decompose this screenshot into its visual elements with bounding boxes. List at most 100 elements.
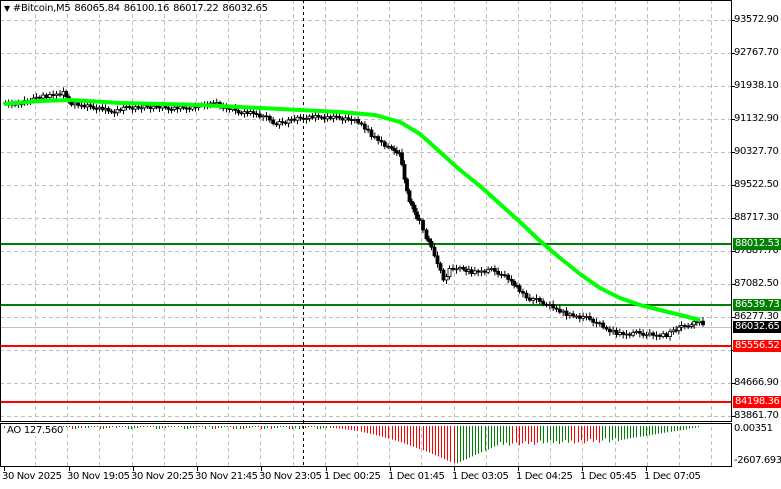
candle xyxy=(509,278,514,282)
candle xyxy=(362,123,367,130)
candle xyxy=(441,269,446,281)
candle xyxy=(304,118,309,120)
price-tick-label: 91938.10 xyxy=(734,80,779,91)
candle xyxy=(127,106,132,109)
candle xyxy=(271,119,276,124)
candle xyxy=(389,146,394,149)
candle xyxy=(554,307,559,310)
candle xyxy=(400,152,404,165)
candle xyxy=(581,316,586,319)
candle xyxy=(438,263,443,271)
candle xyxy=(292,118,297,121)
candle xyxy=(594,321,599,324)
candle xyxy=(301,117,306,120)
candle xyxy=(346,117,351,121)
candle xyxy=(641,332,646,336)
candle xyxy=(142,105,147,109)
time-tick-label: 1 Dec 05:45 xyxy=(580,471,637,482)
candle xyxy=(405,178,409,192)
candle xyxy=(492,267,497,272)
price-levels xyxy=(0,243,731,403)
candle xyxy=(624,333,629,336)
candle xyxy=(661,333,666,337)
candlesticks xyxy=(3,87,705,341)
candle xyxy=(76,102,81,106)
candle xyxy=(479,270,484,273)
candle xyxy=(274,123,279,126)
candle xyxy=(564,310,569,317)
candle xyxy=(54,93,59,96)
candle xyxy=(611,329,616,333)
candle xyxy=(359,122,364,125)
candle xyxy=(148,106,153,109)
candle xyxy=(316,115,321,118)
candle xyxy=(454,268,459,271)
candle xyxy=(644,334,649,337)
candle xyxy=(591,318,596,323)
candle xyxy=(100,106,105,111)
high-value: 86100.16 xyxy=(123,3,170,14)
candle xyxy=(376,136,381,141)
candle xyxy=(72,102,77,106)
candle xyxy=(313,115,318,119)
candle xyxy=(289,118,294,121)
candle xyxy=(257,113,262,118)
candle xyxy=(47,94,52,98)
candle xyxy=(97,106,102,109)
candle xyxy=(184,107,189,110)
candle xyxy=(248,111,253,114)
candle xyxy=(392,147,397,152)
ao-indicator-label: AO 127.560 xyxy=(7,425,64,436)
candle xyxy=(369,129,374,137)
candle xyxy=(567,313,572,317)
candle xyxy=(637,330,642,334)
candle xyxy=(597,322,602,325)
candle xyxy=(328,116,333,119)
close-value: 86032.65 xyxy=(222,3,268,14)
candle xyxy=(267,116,272,121)
price-tick-label: 93572.90 xyxy=(734,14,779,25)
candle xyxy=(277,121,282,126)
candle xyxy=(424,229,429,240)
price-tick-label: 86277.30 xyxy=(734,311,779,322)
candle xyxy=(356,119,361,124)
time-tick-label: 1 Dec 00:25 xyxy=(324,471,381,482)
candle xyxy=(121,106,126,111)
dropdown-triangle-icon[interactable]: ▼ xyxy=(4,4,10,13)
price-tick-label: 87082.50 xyxy=(734,278,779,289)
chart-grid xyxy=(0,0,731,467)
candle xyxy=(692,321,697,326)
candle xyxy=(486,269,491,273)
time-tick-label: 1 Dec 07:05 xyxy=(644,471,701,482)
time-tick-label: 30 Nov 19:05 xyxy=(67,471,130,482)
candle xyxy=(447,267,452,277)
time-tick-label: 30 Nov 20:25 xyxy=(131,471,194,482)
candle xyxy=(631,332,636,336)
candle xyxy=(154,105,159,108)
candle xyxy=(679,324,684,328)
candle xyxy=(236,110,241,114)
price-tick-label: 87887.70 xyxy=(734,245,779,256)
candle xyxy=(34,96,39,99)
open-value: 86065.84 xyxy=(74,3,120,14)
candle xyxy=(160,105,165,109)
candle xyxy=(686,325,691,328)
candle xyxy=(506,274,511,280)
candle xyxy=(531,298,536,301)
candle xyxy=(627,333,632,336)
candle xyxy=(544,303,549,306)
candle xyxy=(379,140,384,143)
candle xyxy=(178,106,183,110)
candle xyxy=(664,333,669,338)
candle xyxy=(349,119,354,121)
candle xyxy=(334,115,339,118)
candle xyxy=(496,270,501,275)
candle xyxy=(502,274,507,277)
candle xyxy=(469,269,474,275)
candle xyxy=(429,240,434,248)
candle xyxy=(517,285,522,293)
candle xyxy=(461,266,466,270)
candle xyxy=(41,94,46,99)
candle xyxy=(310,115,315,119)
